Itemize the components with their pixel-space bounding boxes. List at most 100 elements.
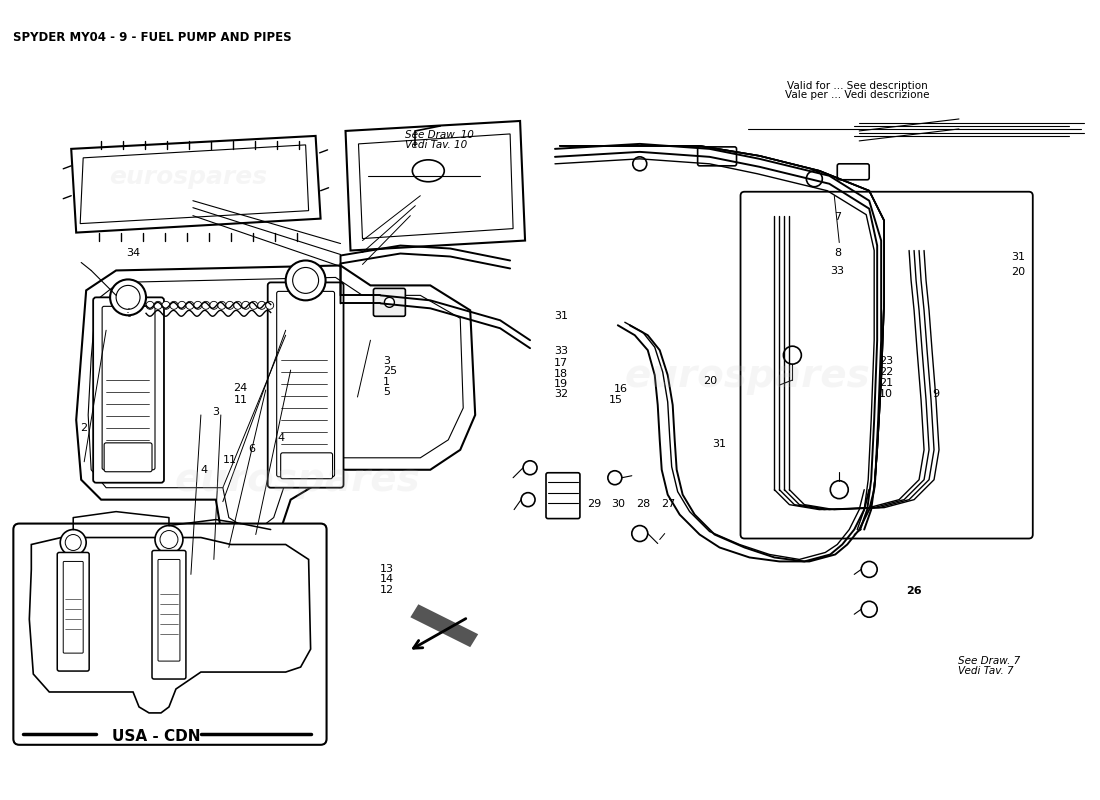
Text: eurospares: eurospares bbox=[109, 165, 267, 189]
Polygon shape bbox=[345, 121, 525, 250]
Text: 6: 6 bbox=[249, 445, 255, 454]
Text: 7: 7 bbox=[834, 212, 842, 222]
Text: 3: 3 bbox=[383, 356, 390, 366]
Circle shape bbox=[806, 170, 823, 186]
Text: 28: 28 bbox=[636, 498, 650, 509]
Polygon shape bbox=[80, 145, 309, 224]
Text: 31: 31 bbox=[713, 439, 726, 449]
Circle shape bbox=[286, 261, 326, 300]
Circle shape bbox=[631, 526, 648, 542]
Circle shape bbox=[234, 302, 242, 310]
Circle shape bbox=[194, 302, 202, 310]
FancyBboxPatch shape bbox=[267, 282, 343, 488]
Circle shape bbox=[155, 526, 183, 554]
Circle shape bbox=[257, 302, 266, 310]
Text: 14: 14 bbox=[379, 574, 394, 584]
FancyBboxPatch shape bbox=[13, 523, 327, 745]
Polygon shape bbox=[410, 604, 478, 647]
Circle shape bbox=[861, 522, 877, 538]
Text: Vale per ... Vedi descrizione: Vale per ... Vedi descrizione bbox=[785, 90, 930, 101]
Text: 20: 20 bbox=[1011, 267, 1025, 278]
FancyBboxPatch shape bbox=[57, 553, 89, 671]
Text: Valid for ... See description: Valid for ... See description bbox=[786, 81, 927, 91]
Circle shape bbox=[861, 562, 877, 578]
Text: 4: 4 bbox=[277, 434, 285, 443]
Polygon shape bbox=[76, 266, 475, 539]
Text: 1: 1 bbox=[383, 377, 390, 386]
Text: 33: 33 bbox=[830, 266, 845, 276]
FancyBboxPatch shape bbox=[158, 559, 180, 661]
FancyBboxPatch shape bbox=[94, 298, 164, 482]
Circle shape bbox=[146, 302, 154, 310]
Ellipse shape bbox=[412, 160, 444, 182]
Circle shape bbox=[783, 346, 802, 364]
Text: 23: 23 bbox=[879, 356, 893, 366]
Circle shape bbox=[65, 534, 81, 550]
Circle shape bbox=[170, 302, 178, 310]
FancyBboxPatch shape bbox=[104, 443, 152, 472]
Text: 18: 18 bbox=[554, 369, 568, 378]
Text: 20: 20 bbox=[704, 376, 717, 386]
Circle shape bbox=[384, 298, 395, 307]
Text: 32: 32 bbox=[554, 390, 568, 399]
Circle shape bbox=[110, 279, 146, 315]
Text: SPYDER MY04 - 9 - FUEL PUMP AND PIPES: SPYDER MY04 - 9 - FUEL PUMP AND PIPES bbox=[13, 31, 292, 44]
Text: 11: 11 bbox=[222, 454, 236, 465]
FancyBboxPatch shape bbox=[546, 473, 580, 518]
Circle shape bbox=[632, 157, 647, 170]
Text: 31: 31 bbox=[1011, 251, 1025, 262]
Circle shape bbox=[210, 302, 218, 310]
Text: 30: 30 bbox=[610, 498, 625, 509]
Circle shape bbox=[521, 493, 535, 506]
FancyBboxPatch shape bbox=[280, 453, 332, 478]
FancyBboxPatch shape bbox=[152, 550, 186, 679]
Circle shape bbox=[608, 470, 622, 485]
Text: Vedi Tav. 7: Vedi Tav. 7 bbox=[958, 666, 1014, 676]
Circle shape bbox=[861, 602, 877, 618]
FancyBboxPatch shape bbox=[277, 291, 334, 477]
Circle shape bbox=[154, 302, 162, 310]
Text: 9: 9 bbox=[932, 390, 939, 399]
Circle shape bbox=[830, 481, 848, 498]
Polygon shape bbox=[72, 136, 320, 233]
Circle shape bbox=[250, 302, 257, 310]
FancyBboxPatch shape bbox=[102, 306, 155, 470]
Text: 11: 11 bbox=[233, 395, 248, 405]
Text: 2: 2 bbox=[80, 423, 87, 433]
Text: 26: 26 bbox=[906, 586, 922, 596]
Text: 5: 5 bbox=[383, 387, 390, 397]
Text: 10: 10 bbox=[879, 390, 893, 399]
Text: eurospares: eurospares bbox=[175, 461, 420, 498]
Text: 27: 27 bbox=[661, 498, 675, 509]
Circle shape bbox=[293, 267, 319, 294]
Text: 8: 8 bbox=[834, 247, 842, 258]
Text: 25: 25 bbox=[383, 366, 397, 376]
FancyBboxPatch shape bbox=[373, 288, 406, 316]
Text: 13: 13 bbox=[379, 564, 394, 574]
Circle shape bbox=[242, 302, 250, 310]
Circle shape bbox=[524, 461, 537, 474]
Text: See Draw. 7: See Draw. 7 bbox=[958, 657, 1021, 666]
Circle shape bbox=[202, 302, 210, 310]
Circle shape bbox=[226, 302, 234, 310]
Polygon shape bbox=[359, 134, 513, 238]
Polygon shape bbox=[30, 538, 310, 713]
Text: 29: 29 bbox=[586, 498, 601, 509]
Text: 21: 21 bbox=[879, 378, 893, 388]
Text: Vedi Tav. 10: Vedi Tav. 10 bbox=[405, 140, 468, 150]
Text: 16: 16 bbox=[614, 384, 628, 394]
Text: 33: 33 bbox=[554, 346, 568, 355]
Circle shape bbox=[162, 302, 170, 310]
Text: 17: 17 bbox=[554, 358, 568, 367]
Text: 12: 12 bbox=[379, 585, 394, 594]
Circle shape bbox=[178, 302, 186, 310]
Text: 15: 15 bbox=[608, 395, 623, 405]
FancyBboxPatch shape bbox=[837, 164, 869, 180]
Text: 3: 3 bbox=[212, 407, 219, 417]
Circle shape bbox=[266, 302, 274, 310]
Circle shape bbox=[218, 302, 226, 310]
Text: USA - CDN: USA - CDN bbox=[112, 730, 200, 744]
Circle shape bbox=[186, 302, 194, 310]
Text: 22: 22 bbox=[879, 367, 893, 377]
Circle shape bbox=[160, 530, 178, 549]
